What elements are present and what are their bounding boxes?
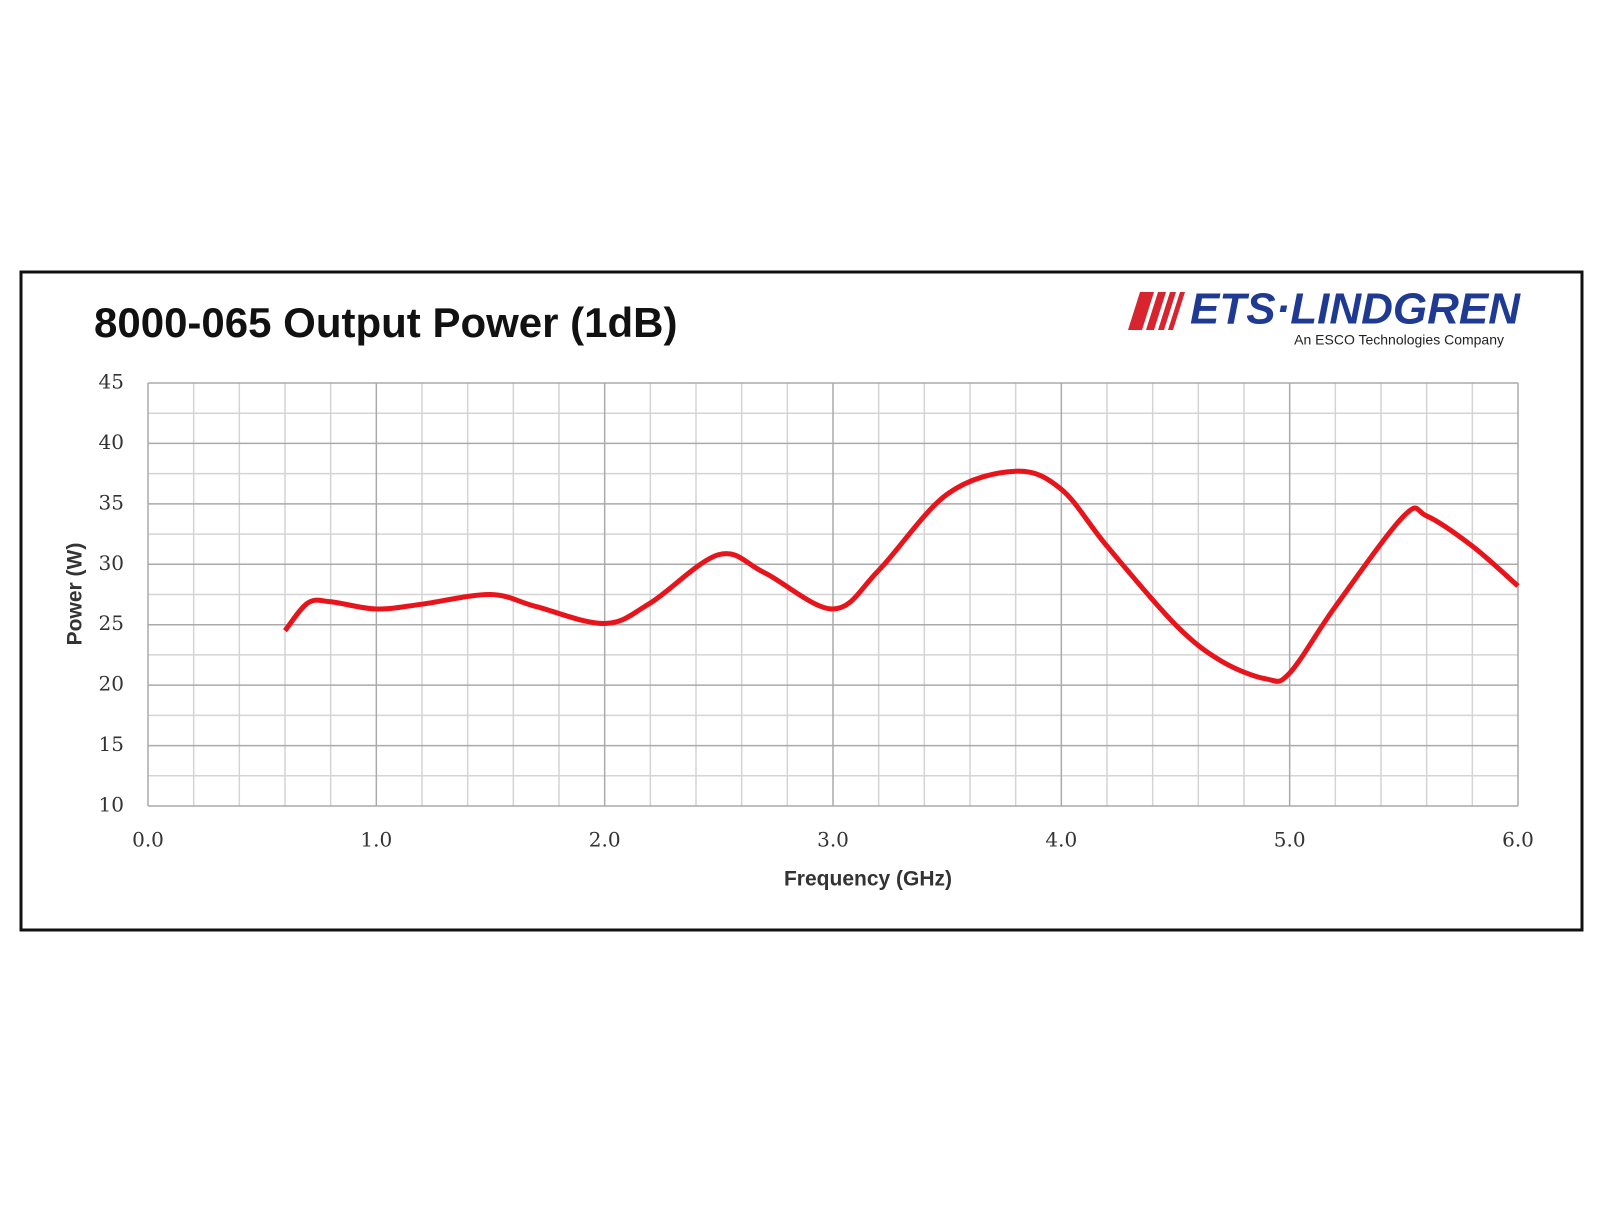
chart-title: 8000-065 Output Power (1dB) [94,299,677,346]
y-tick-label: 15 [99,732,124,756]
y-tick-label: 30 [99,551,124,575]
y-axis-label: Power (W) [64,543,87,646]
logo-mark [1128,292,1185,330]
y-tick-label: 45 [99,370,124,394]
y-tick-label: 20 [99,672,124,696]
logo-tagline: An ESCO Technologies Company [1294,332,1504,348]
x-tick-label: 4.0 [1045,828,1077,852]
y-tick-label: 10 [99,793,124,817]
logo-brand: ETS·LINDGREN [1190,285,1521,334]
x-tick-label: 0.0 [132,828,164,852]
data-line [283,468,1520,684]
x-tick-label: 1.0 [360,828,392,852]
x-tick-label: 3.0 [817,828,849,852]
frame [19,270,1584,932]
x-tick-label: 2.0 [589,828,621,852]
x-axis-label: Frequency (GHz) [784,868,952,891]
x-tick-label: 6.0 [1502,828,1534,852]
x-tick-label: 5.0 [1274,828,1306,852]
y-tick-label: 25 [99,611,124,635]
y-tick-label: 40 [99,430,124,454]
y-tick-label: 35 [99,490,124,514]
